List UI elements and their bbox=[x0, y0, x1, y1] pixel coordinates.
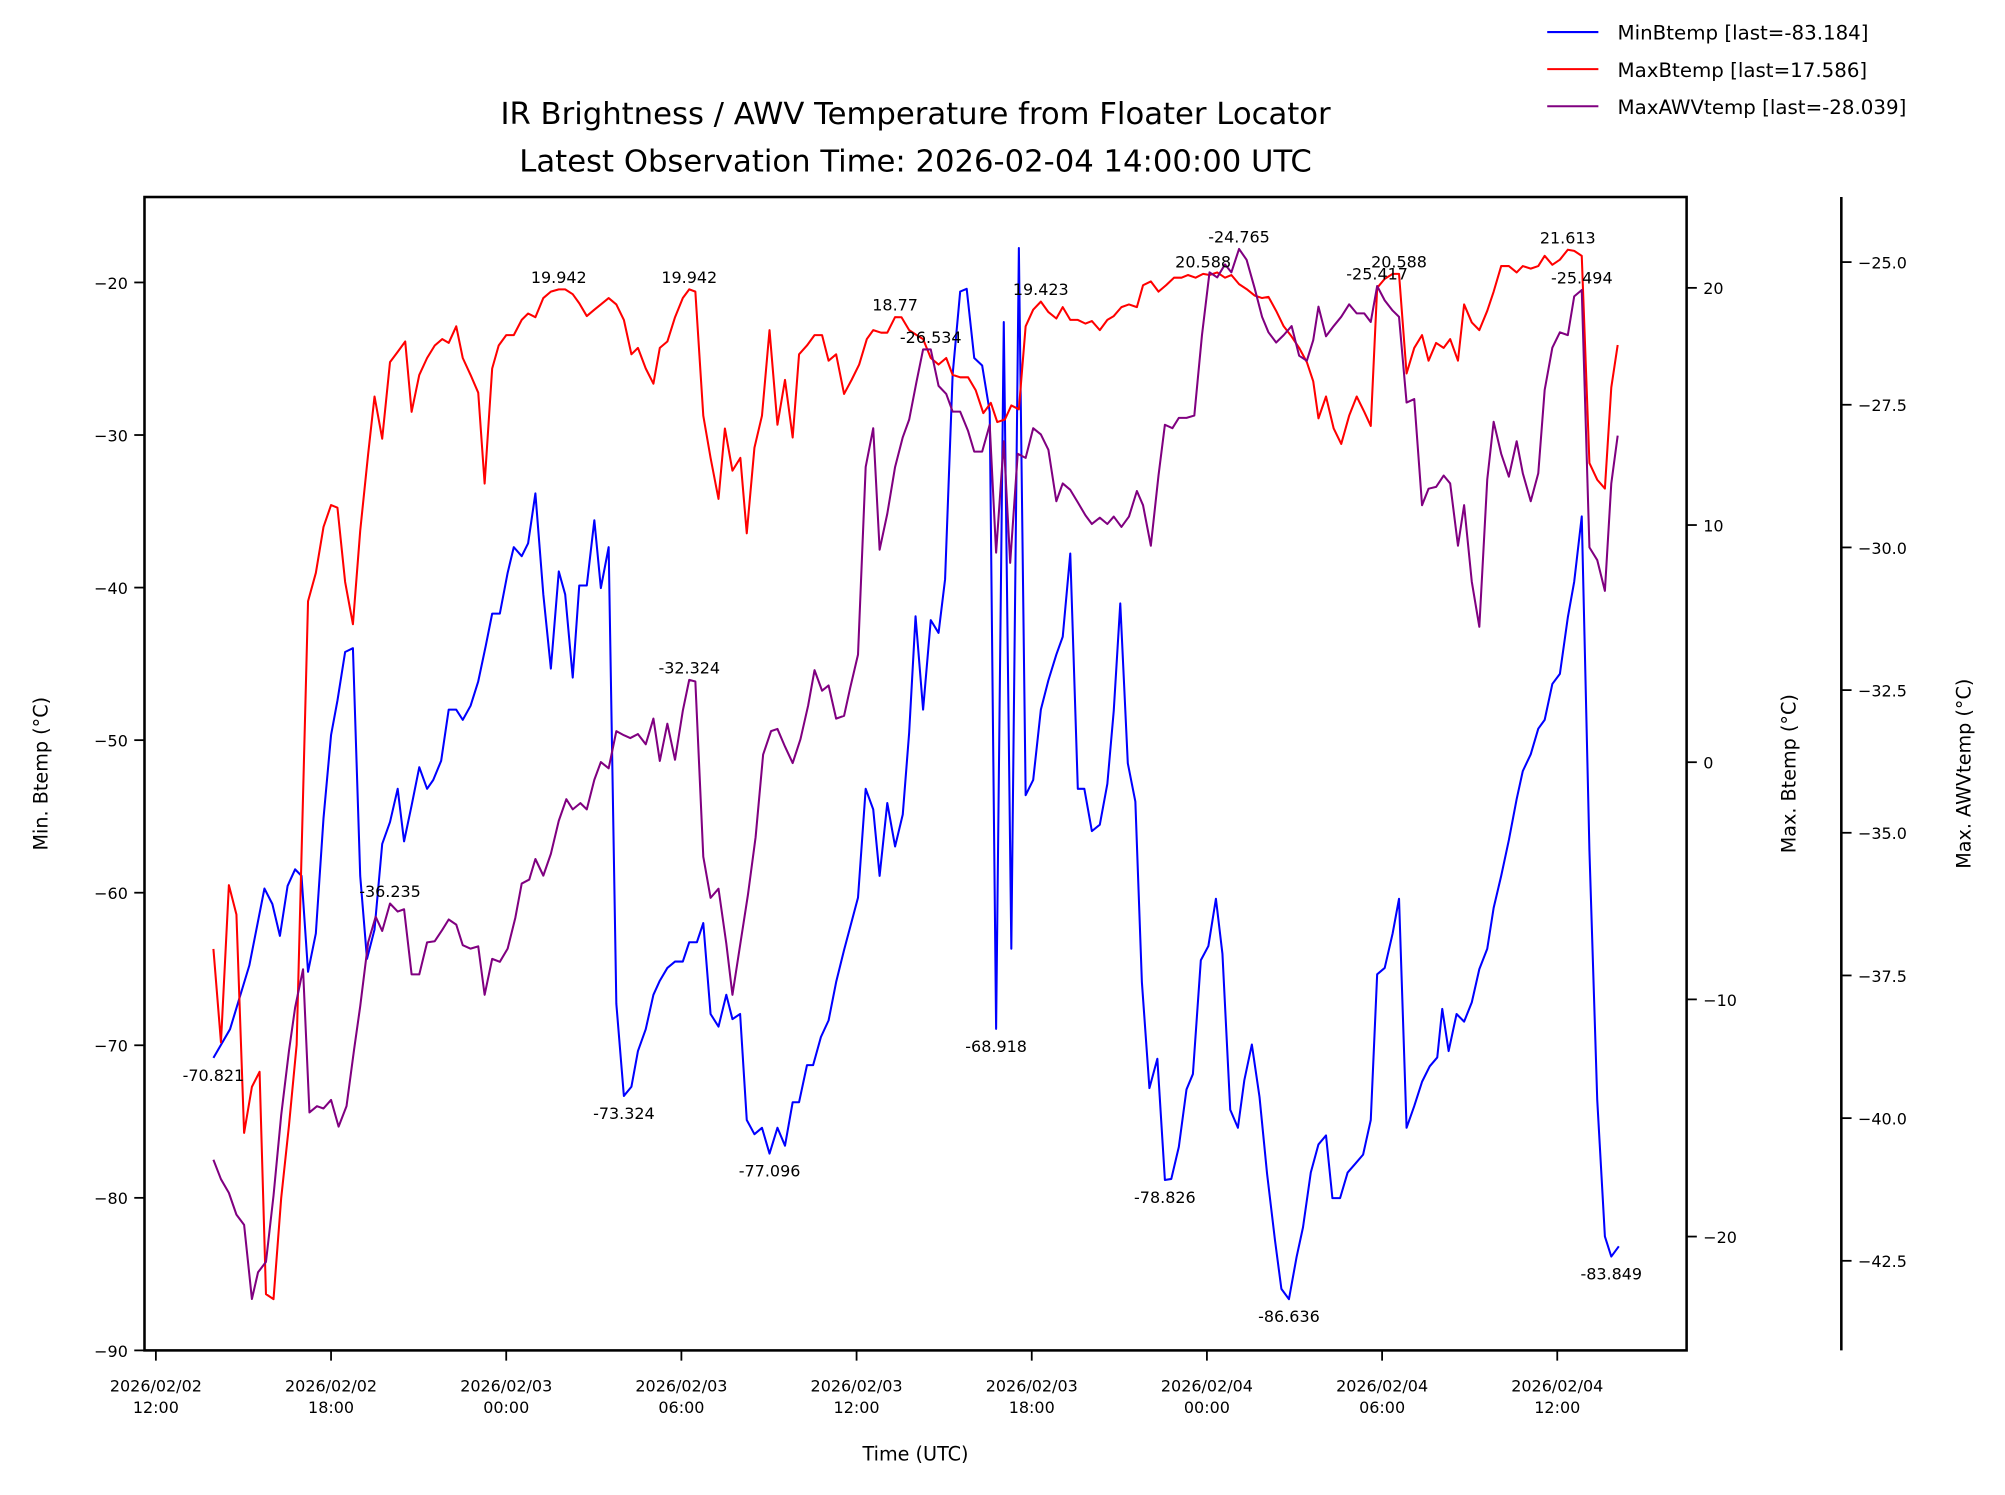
right2-y-tick-label: −25.0 bbox=[1858, 253, 1907, 272]
left-y-tick-label: −40 bbox=[94, 579, 128, 598]
chart-title-line1: IR Brightness / AWV Temperature from Flo… bbox=[500, 97, 1331, 132]
legend-label-maxawvtemp: MaxAWVtemp [last=-28.039] bbox=[1618, 96, 1907, 119]
legend-label-minbtemp: MinBtemp [last=-83.184] bbox=[1618, 22, 1869, 45]
chart-title-line2: Latest Observation Time: 2026-02-04 14:0… bbox=[519, 144, 1312, 179]
right2-y-tick-label: −32.5 bbox=[1858, 681, 1907, 700]
right-y-tick-label: 20 bbox=[1703, 279, 1723, 298]
series-layer: -70.821 -73.324 -77.096 -68.918 -78.826 -86.6… bbox=[183, 228, 1643, 1327]
left-y-tick-label: −70 bbox=[94, 1037, 128, 1056]
x-tick-label-date: 2026/02/03 bbox=[986, 1376, 1078, 1395]
data-label: -26.534 bbox=[900, 328, 962, 347]
right-y-tick-label: −20 bbox=[1703, 1228, 1737, 1247]
data-label: -77.096 bbox=[739, 1162, 801, 1181]
x-tick-label-time: 06:00 bbox=[1359, 1398, 1405, 1417]
data-label: -32.324 bbox=[658, 658, 720, 677]
left-y-tick-label: −80 bbox=[94, 1189, 128, 1208]
data-label: -24.765 bbox=[1208, 228, 1270, 247]
x-tick-label-date: 2026/02/02 bbox=[110, 1376, 202, 1395]
x-tick-label-time: 18:00 bbox=[308, 1398, 354, 1417]
data-label: 19.942 bbox=[661, 268, 717, 287]
data-label: -73.324 bbox=[593, 1104, 655, 1123]
axes-layer: 2026/02/02 12:00 2026/02/02 18:00 2026/02/03… bbox=[94, 195, 1907, 1417]
data-label: 21.613 bbox=[1540, 228, 1596, 247]
left-y-tick-label: −20 bbox=[94, 274, 128, 293]
right-y-axis-label: Max. Btemp (°C) bbox=[1777, 694, 1800, 853]
left-y-axis-label: Min. Btemp (°C) bbox=[29, 697, 52, 851]
data-label: 20.588 bbox=[1175, 252, 1231, 271]
data-label: -83.849 bbox=[1580, 1265, 1642, 1284]
right2-y-tick-label: −37.5 bbox=[1858, 967, 1907, 986]
right-y-tick-label: −10 bbox=[1703, 991, 1737, 1010]
x-tick-label-date: 2026/02/02 bbox=[285, 1376, 377, 1395]
x-tick-label-date: 2026/02/03 bbox=[635, 1376, 727, 1395]
data-label: 20.588 bbox=[1371, 252, 1427, 271]
x-tick-label-time: 00:00 bbox=[483, 1398, 529, 1417]
left-y-tick-label: −90 bbox=[94, 1342, 128, 1361]
right2-y-axis-label: Max. AWVtemp (°C) bbox=[1952, 679, 1975, 869]
x-tick-label-date: 2026/02/04 bbox=[1336, 1376, 1428, 1395]
x-tick-label-time: 12:00 bbox=[834, 1398, 880, 1417]
x-tick-label-time: 12:00 bbox=[133, 1398, 179, 1417]
plot-frame bbox=[143, 195, 1688, 1352]
x-axis-label: Time (UTC) bbox=[862, 1442, 969, 1465]
data-label: 19.942 bbox=[531, 268, 587, 287]
legend: MinBtemp [last=-83.184] MaxBtemp [last=1… bbox=[1547, 22, 1906, 119]
x-tick-label-date: 2026/02/04 bbox=[1511, 1376, 1603, 1395]
x-tick-label-time: 18:00 bbox=[1009, 1398, 1055, 1417]
data-label: -36.235 bbox=[359, 882, 421, 901]
data-label: -25.417 bbox=[1346, 265, 1408, 284]
legend-label-maxbtemp: MaxBtemp [last=17.586] bbox=[1618, 59, 1868, 82]
x-tick-label-date: 2026/02/03 bbox=[460, 1376, 552, 1395]
x-tick-label-time: 00:00 bbox=[1184, 1398, 1230, 1417]
data-label: -78.826 bbox=[1134, 1188, 1196, 1207]
data-label: -68.918 bbox=[965, 1037, 1027, 1056]
data-label: -70.821 bbox=[183, 1066, 245, 1085]
right2-y-tick-label: −27.5 bbox=[1858, 396, 1907, 415]
x-tick-label-time: 06:00 bbox=[658, 1398, 704, 1417]
series-line-minbtemp bbox=[212, 247, 1620, 1301]
right2-y-tick-label: −40.0 bbox=[1858, 1110, 1907, 1129]
x-tick-label-date: 2026/02/03 bbox=[811, 1376, 903, 1395]
data-label: -25.494 bbox=[1551, 269, 1613, 288]
right-y-tick-label: 0 bbox=[1703, 754, 1713, 773]
right-y-tick-label: 10 bbox=[1703, 516, 1723, 535]
data-label: 18.77 bbox=[872, 296, 918, 315]
series-line-maxbtemp bbox=[212, 248, 1619, 1301]
x-tick-label-time: 12:00 bbox=[1534, 1398, 1580, 1417]
data-label: 19.423 bbox=[1013, 280, 1069, 299]
left-y-tick-label: −50 bbox=[94, 732, 128, 751]
data-label: -86.636 bbox=[1258, 1307, 1320, 1326]
left-y-tick-label: −30 bbox=[94, 426, 128, 445]
right2-y-tick-label: −30.0 bbox=[1858, 539, 1907, 558]
right2-y-tick-label: −42.5 bbox=[1858, 1252, 1907, 1271]
series-line-maxawvtemp bbox=[212, 247, 1619, 1301]
right2-y-tick-label: −35.0 bbox=[1858, 824, 1907, 843]
x-tick-label-date: 2026/02/04 bbox=[1161, 1376, 1253, 1395]
left-y-tick-label: −60 bbox=[94, 884, 128, 903]
